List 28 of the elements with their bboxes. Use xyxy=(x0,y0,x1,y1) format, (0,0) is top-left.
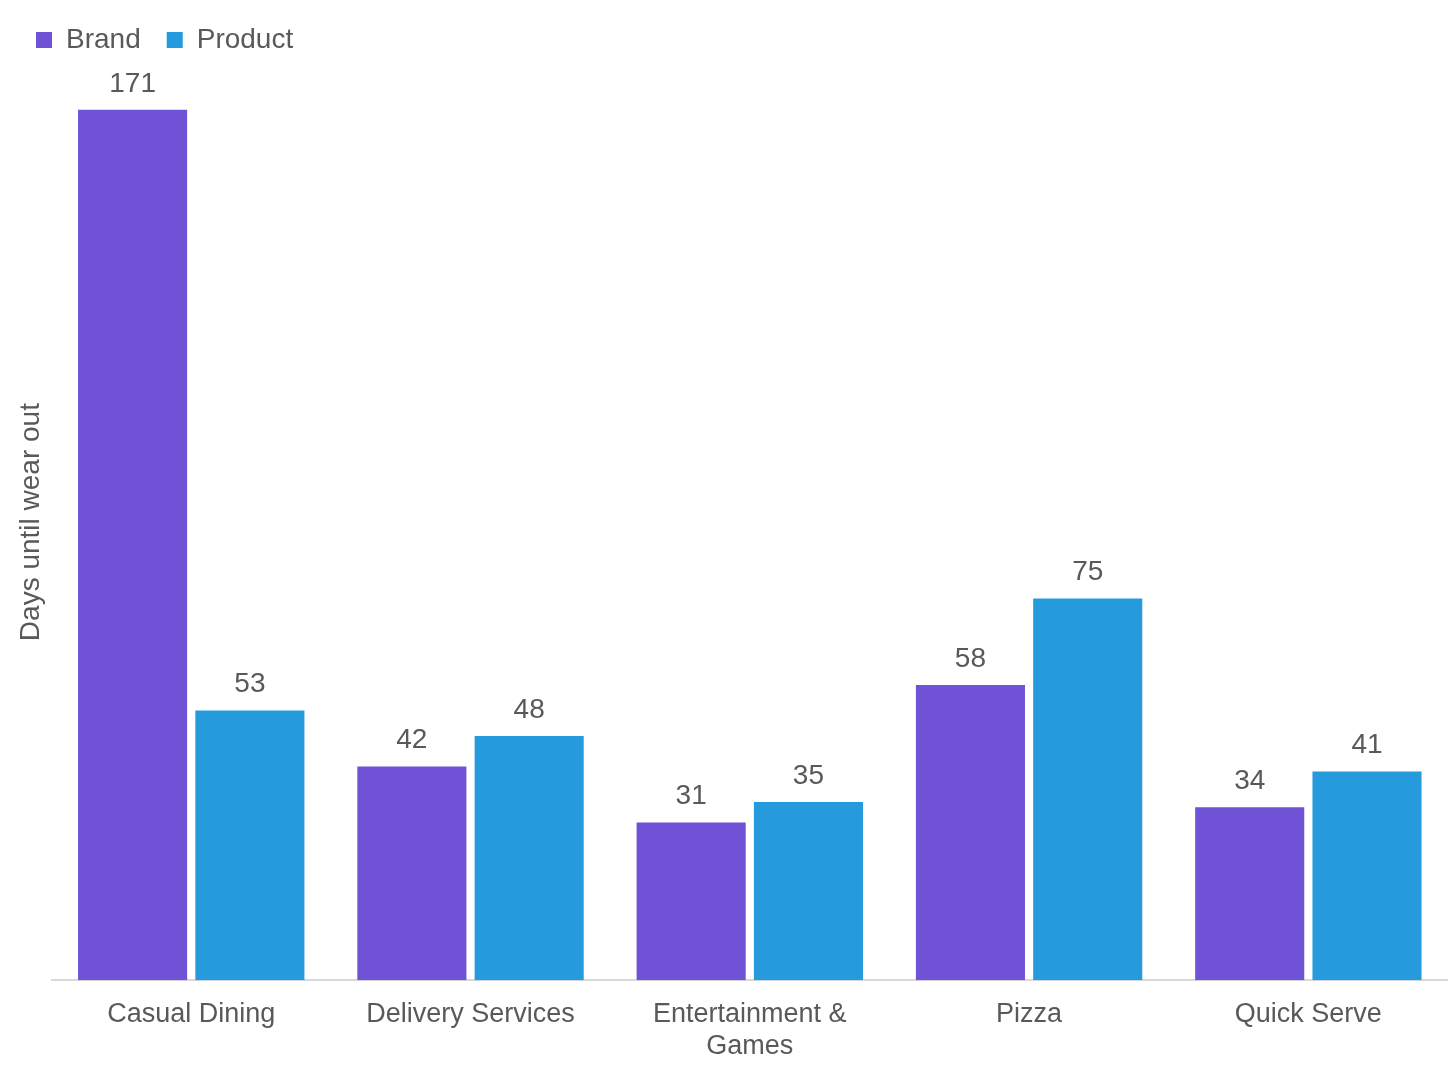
legend-label: Product xyxy=(196,22,294,54)
data-label: 42 xyxy=(396,723,428,755)
bar xyxy=(1033,598,1143,981)
bar xyxy=(636,822,746,981)
data-label: 75 xyxy=(1072,555,1104,587)
bar xyxy=(78,109,188,981)
y-axis-title: Days until wear out xyxy=(13,402,45,642)
legend-label: Brand xyxy=(66,22,141,54)
x-tick-label: Quick Serve xyxy=(1234,997,1382,1028)
data-label: 34 xyxy=(1234,763,1266,795)
data-label: 58 xyxy=(954,641,987,673)
data-label: 48 xyxy=(513,692,545,724)
bar xyxy=(474,735,584,981)
x-tick-label: Delivery Services xyxy=(366,997,575,1028)
x-tick-label: Entertainment & Games xyxy=(653,997,847,1061)
x-tick-label: Casual Dining xyxy=(107,997,276,1028)
data-label: 41 xyxy=(1351,728,1383,760)
data-label: 53 xyxy=(234,667,266,699)
bar xyxy=(1195,807,1305,981)
x-tick-label: Pizza xyxy=(996,997,1064,1028)
bar xyxy=(1312,771,1422,981)
data-label: 35 xyxy=(792,758,825,790)
bar xyxy=(753,802,863,981)
bar xyxy=(357,766,467,981)
bar xyxy=(195,710,305,981)
bar xyxy=(915,684,1025,981)
data-label: 171 xyxy=(109,66,156,98)
data-label: 31 xyxy=(675,779,707,811)
